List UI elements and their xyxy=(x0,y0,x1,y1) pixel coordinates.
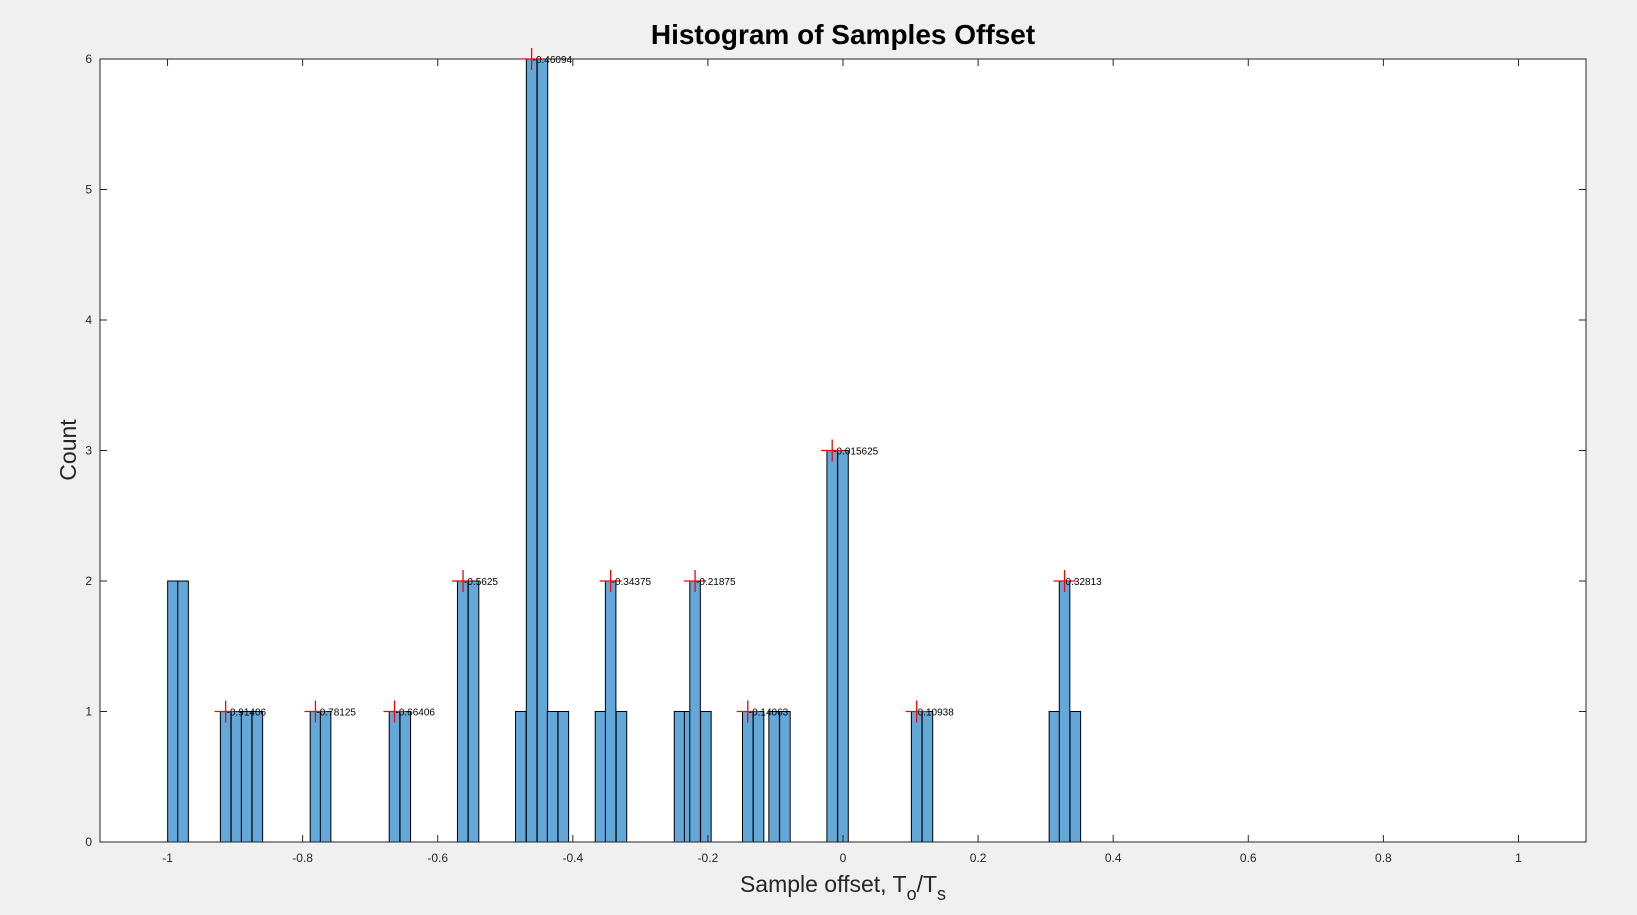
histogram-bar xyxy=(826,450,838,843)
y-tick-label: 0 xyxy=(85,835,92,849)
histogram-bar xyxy=(768,711,780,843)
histogram-bar xyxy=(779,711,791,843)
histogram-bar xyxy=(546,711,559,843)
histogram-bar xyxy=(399,711,412,843)
histogram-bar xyxy=(673,711,686,843)
y-axis-label: Count xyxy=(55,419,81,481)
peak-marker xyxy=(520,48,543,70)
peak-label: 0.10938 xyxy=(918,708,955,719)
peak-marker xyxy=(304,700,327,723)
x-tick-label: 0 xyxy=(840,851,847,865)
histogram-bar xyxy=(251,711,264,843)
x-tick-label: 0.4 xyxy=(1105,851,1122,865)
histogram-bar xyxy=(1058,580,1071,843)
x-tick-label: 0.8 xyxy=(1375,851,1392,865)
histogram-bar xyxy=(240,711,253,843)
x-axis-label-sub-s: s xyxy=(937,884,946,904)
histogram-bar xyxy=(594,711,607,843)
peak-marker xyxy=(383,700,406,723)
x-tick-label: 0.2 xyxy=(970,851,987,865)
histogram-bar xyxy=(515,711,527,843)
peak-label: -0.78125 xyxy=(316,708,356,719)
histogram-bar xyxy=(177,580,189,843)
peak-label: -0.46094 xyxy=(533,55,573,66)
x-tick-label: -1 xyxy=(162,851,173,865)
histogram-bar xyxy=(604,580,617,843)
histogram-bar xyxy=(557,711,570,843)
histogram-bar xyxy=(536,58,549,843)
histogram-bar xyxy=(1048,711,1061,843)
x-axis-label-mid: /T xyxy=(917,871,937,897)
histogram-bar xyxy=(615,711,628,843)
x-axis-label-main: Sample offset, T xyxy=(740,871,907,897)
peak-markers-layer: -0.91406 -0.78125 -0.66406 -0.5625 -0.46094 -… xyxy=(214,48,1103,723)
ticks-layer: -1 -0.8 -0.6 -0.4 -0.2 0 0.2 0.4 0.6 0.8 1 0 1 2 3 4 5 6 xyxy=(85,52,1586,865)
histogram-bar xyxy=(167,580,179,843)
peak-marker xyxy=(214,700,237,723)
x-tick-label: -0.8 xyxy=(292,851,313,865)
peak-label: -0.015625 xyxy=(833,447,878,458)
x-axis-label: Sample offset, To/Ts xyxy=(740,871,946,904)
peak-label: -0.91406 xyxy=(227,708,267,719)
histogram-bar xyxy=(388,711,401,843)
histogram-bar xyxy=(456,580,469,843)
peak-marker xyxy=(905,700,928,723)
histogram-bar xyxy=(467,580,480,843)
peak-label: 0.32813 xyxy=(1066,577,1103,588)
x-tick-label: 1 xyxy=(1515,851,1522,865)
histogram-bar xyxy=(910,711,923,843)
chart-title: Histogram of Samples Offset xyxy=(651,19,1035,50)
peak-marker xyxy=(736,700,759,723)
peak-label: -0.14063 xyxy=(749,708,789,719)
histogram-bar xyxy=(525,58,538,843)
peak-label: -0.34375 xyxy=(612,577,652,588)
histogram-bar xyxy=(230,711,243,843)
histogram-bar xyxy=(309,711,322,843)
histogram-bar xyxy=(921,711,934,843)
x-tick-label: 0.6 xyxy=(1240,851,1257,865)
peak-marker xyxy=(684,570,707,592)
peak-label: -0.5625 xyxy=(464,577,498,588)
x-tick-label: -0.4 xyxy=(562,851,583,865)
y-tick-label: 1 xyxy=(85,705,92,719)
histogram-bar xyxy=(837,450,849,843)
y-tick-label: 5 xyxy=(85,183,92,197)
y-tick-label: 3 xyxy=(85,444,92,458)
x-tick-label: -0.2 xyxy=(698,851,719,865)
y-tick-label: 6 xyxy=(85,52,92,66)
histogram-bar xyxy=(319,711,332,843)
bars-layer xyxy=(167,58,1082,843)
y-tick-label: 4 xyxy=(85,313,92,327)
histogram-bar xyxy=(689,580,701,843)
peak-marker xyxy=(1053,570,1076,592)
histogram-bar xyxy=(741,711,754,843)
peak-marker xyxy=(452,570,475,592)
peak-label: -0.21875 xyxy=(696,577,736,588)
histogram-bar xyxy=(1069,711,1082,843)
y-tick-label: 2 xyxy=(85,574,92,588)
peak-label: -0.66406 xyxy=(395,708,435,719)
histogram-bar xyxy=(219,711,232,843)
histogram-bar xyxy=(752,711,765,843)
x-axis-label-sub-o: o xyxy=(907,884,917,904)
histogram-bar xyxy=(700,711,712,843)
peak-marker xyxy=(821,439,844,462)
x-tick-label: -0.6 xyxy=(427,851,448,865)
peak-marker xyxy=(599,570,622,592)
